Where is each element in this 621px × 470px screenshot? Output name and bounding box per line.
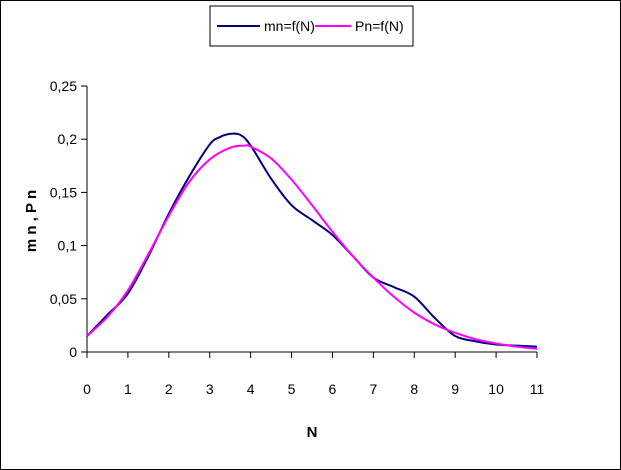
legend: mn=f(N) Pn=f(N) xyxy=(209,5,414,47)
series-layer xyxy=(86,132,538,350)
x-tick-label: 4 xyxy=(247,381,255,397)
x-tick-label: 0 xyxy=(83,381,91,397)
x-tick-label: 6 xyxy=(329,381,337,397)
y-tick-label: 0,2 xyxy=(58,131,78,147)
legend-label-pn: Pn=f(N) xyxy=(355,18,404,34)
y-tick-label: 0 xyxy=(69,344,77,360)
y-tick-label: 0,1 xyxy=(58,238,78,254)
x-tick-label: 11 xyxy=(530,381,545,397)
series-line-pn xyxy=(86,144,538,350)
x-tick-label: 10 xyxy=(488,381,504,397)
x-tick-label: 9 xyxy=(451,381,459,397)
y-tick-label: 0,15 xyxy=(50,184,77,200)
x-axis-title: N xyxy=(307,424,318,441)
x-tick-label: 2 xyxy=(165,381,173,397)
x-tick-label: 8 xyxy=(410,381,418,397)
x-tick-label: 7 xyxy=(369,381,377,397)
x-tick-label: 1 xyxy=(124,381,132,397)
series-line-mn xyxy=(86,132,538,348)
y-ticks: 0 0,05 0,1 0,15 0,2 0,25 xyxy=(50,78,87,360)
y-tick-label: 0,05 xyxy=(50,291,77,307)
y-tick-label: 0,25 xyxy=(50,78,77,94)
x-tick-label: 5 xyxy=(288,381,296,397)
y-axis-title: m n , P n xyxy=(23,190,40,252)
legend-label-mn: mn=f(N) xyxy=(264,18,315,34)
x-tick-label: 3 xyxy=(206,381,214,397)
x-ticks: 0 1 2 3 4 5 6 7 8 9 10 11 xyxy=(83,352,544,397)
